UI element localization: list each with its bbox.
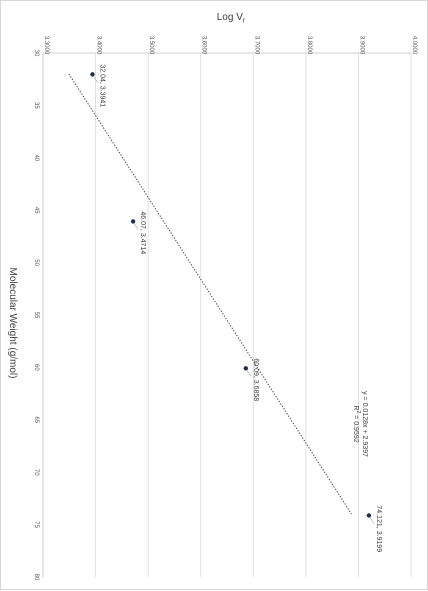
- data-label-0: 32.04, 3.3941: [98, 64, 105, 107]
- trendline-equation-text: y = 0.0128x + 2.9397: [361, 391, 368, 457]
- data-point-3: [366, 513, 372, 518]
- trendline-path: [68, 73, 352, 515]
- x-axis-title: Molecular Weight (g/mol): [7, 268, 18, 379]
- data-label-3: 74.121, 3.9199: [375, 505, 382, 552]
- gridlines: [42, 52, 412, 577]
- tick-label-x-4: 50: [33, 259, 39, 266]
- r-squared-text: R2 = 0.9592: [352, 405, 361, 442]
- tick-label-x-8: 70: [33, 469, 39, 476]
- y-axis-title: Log Vr: [217, 12, 246, 25]
- data-point-2: [243, 366, 249, 371]
- tick-label-y-7: 4.0000: [411, 36, 417, 55]
- trendline: [68, 73, 352, 515]
- tick-label-y-5: 3.8000: [306, 36, 312, 55]
- tick-label-y-0: 3.3000: [43, 36, 49, 55]
- tick-label-x-2: 40: [33, 154, 39, 161]
- tick-label-y-2: 3.5000: [148, 36, 154, 55]
- data-label-2: 60.09, 3.6858: [252, 358, 259, 401]
- data-label-leader-2: [246, 370, 252, 377]
- tick-label-y-3: 3.6000: [201, 36, 207, 55]
- data-label-1: 46.07, 3.4714: [139, 211, 146, 254]
- data-points: 32.04, 3.3941 46.07, 3.4714 60.09, 3.6858 7…: [90, 64, 382, 552]
- data-label-leader-0: [93, 76, 98, 83]
- data-label-leader-3: [369, 517, 375, 524]
- tick-label-y-6: 3.9000: [358, 36, 364, 55]
- tick-label-x-6: 60: [33, 364, 39, 371]
- tick-label-x-3: 45: [33, 207, 39, 214]
- data-point-1: [130, 219, 136, 224]
- tick-label-x-1: 35: [33, 102, 39, 109]
- trendline-equation: y = 0.0128x + 2.9397 R2 = 0.9592: [352, 391, 368, 457]
- tick-label-x-10: 80: [33, 574, 39, 581]
- tick-label-x-0: 30: [33, 50, 39, 57]
- tick-label-y-4: 3.7000: [253, 36, 259, 55]
- tick-label-x-7: 65: [33, 416, 39, 423]
- tick-label-x-9: 75: [33, 521, 39, 528]
- tick-labels: 3.3000 3.4000 3.5000 3.6000 3.7000 3.8000 3.90…: [33, 36, 417, 581]
- data-label-leader-1: [133, 223, 139, 230]
- tick-label-x-5: 55: [33, 312, 39, 319]
- tick-label-y-1: 3.4000: [96, 36, 102, 55]
- data-point-0: [90, 72, 95, 77]
